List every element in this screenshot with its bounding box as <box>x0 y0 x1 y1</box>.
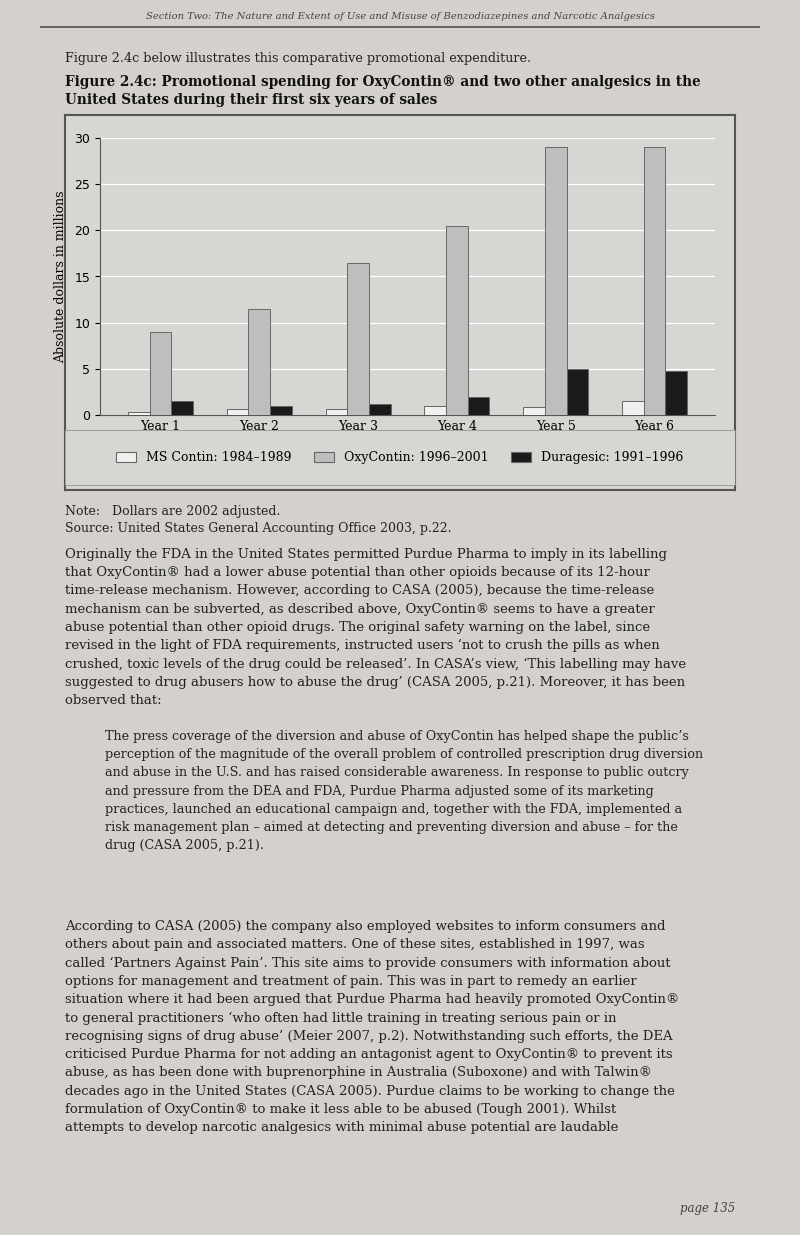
Bar <box>468 396 490 415</box>
Bar <box>326 410 347 415</box>
Bar <box>347 263 369 415</box>
Bar <box>249 309 270 415</box>
Text: page 135: page 135 <box>680 1202 735 1215</box>
Bar <box>545 147 566 415</box>
Text: Note:   Dollars are 2002 adjusted.: Note: Dollars are 2002 adjusted. <box>65 505 280 517</box>
Text: Figure 2.4c below illustrates this comparative promotional expenditure.: Figure 2.4c below illustrates this compa… <box>65 52 531 65</box>
Bar <box>566 369 588 415</box>
Bar <box>226 410 249 415</box>
Bar <box>523 406 545 415</box>
Text: Figure 2.4c: Promotional spending for OxyContin® and two other analgesics in the: Figure 2.4c: Promotional spending for Ox… <box>65 75 701 107</box>
Text: Originally the FDA in the United States permitted Purdue Pharma to imply in its : Originally the FDA in the United States … <box>65 548 686 708</box>
Bar <box>666 370 687 415</box>
Y-axis label: Absolute dollars in millions: Absolute dollars in millions <box>54 190 67 363</box>
Bar <box>622 401 643 415</box>
Bar <box>643 147 666 415</box>
Bar <box>424 406 446 415</box>
Text: Section Two: The Nature and Extent of Use and Misuse of Benzodiazepines and Narc: Section Two: The Nature and Extent of Us… <box>146 12 654 21</box>
Bar <box>128 412 150 415</box>
Bar <box>369 404 390 415</box>
Bar <box>270 406 292 415</box>
Bar <box>446 226 468 415</box>
Text: According to CASA (2005) the company also employed websites to inform consumers : According to CASA (2005) the company als… <box>65 920 679 1134</box>
Bar <box>150 332 171 415</box>
Text: The press coverage of the diversion and abuse of OxyContin has helped shape the : The press coverage of the diversion and … <box>105 730 703 852</box>
Legend: MS Contin: 1984–1989, OxyContin: 1996–2001, Duragesic: 1991–1996: MS Contin: 1984–1989, OxyContin: 1996–20… <box>111 446 689 469</box>
Text: Source: United States General Accounting Office 2003, p.22.: Source: United States General Accounting… <box>65 522 451 535</box>
Bar <box>171 401 193 415</box>
